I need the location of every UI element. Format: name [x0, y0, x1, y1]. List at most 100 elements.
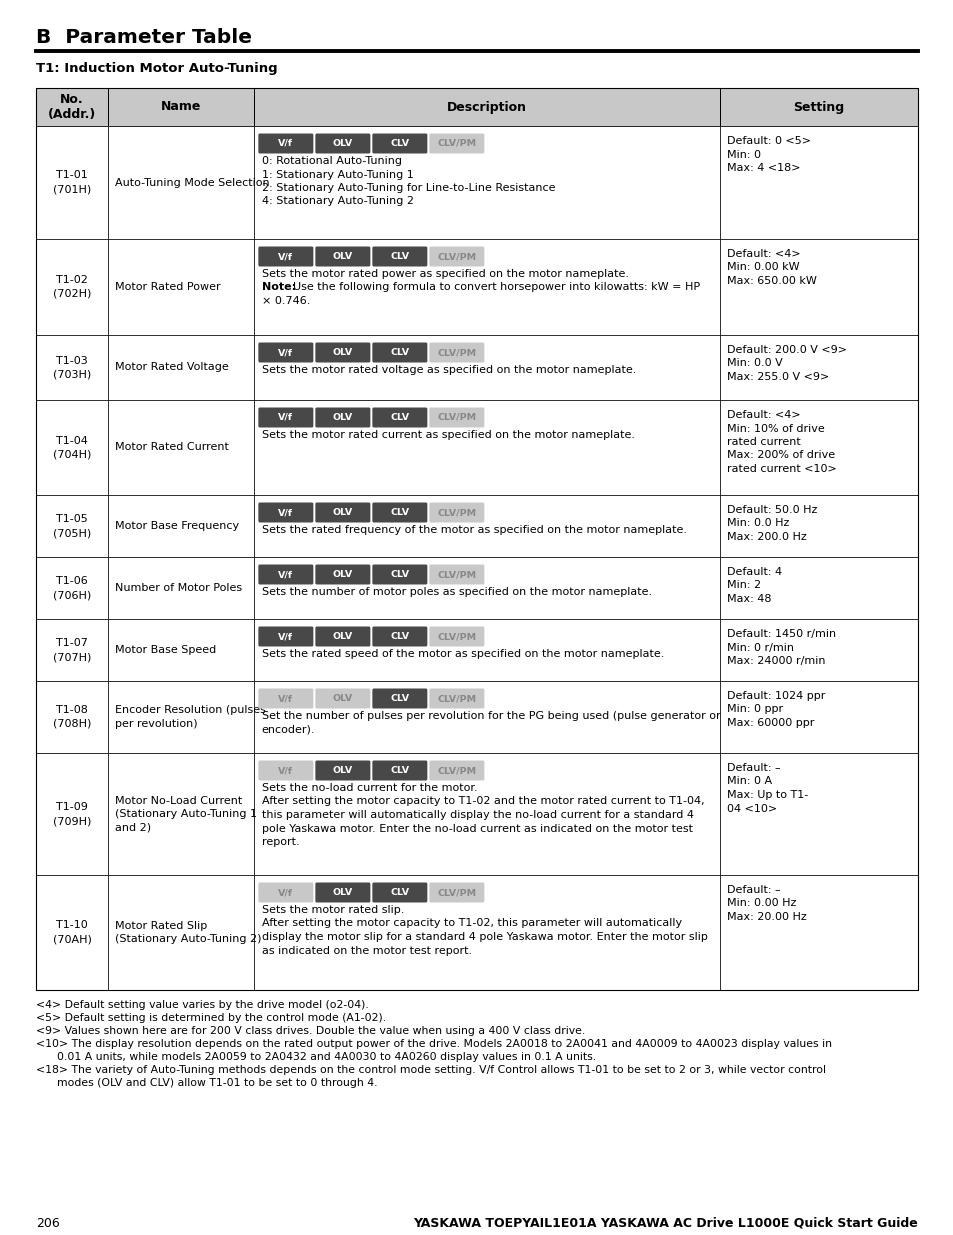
Text: Sets the motor rated voltage as specified on the motor nameplate.: Sets the motor rated voltage as specifie… [261, 366, 636, 375]
FancyBboxPatch shape [315, 503, 370, 522]
Text: After setting the motor capacity to T1-02 and the motor rated current to T1-04,: After setting the motor capacity to T1-0… [261, 797, 703, 806]
Text: this parameter will automatically display the no-load current for a standard 4: this parameter will automatically displa… [261, 810, 693, 820]
FancyBboxPatch shape [429, 342, 484, 363]
Bar [253, 680, 719, 753]
Text: × 0.746.: × 0.746. [261, 296, 310, 306]
Text: V/f: V/f [278, 694, 293, 703]
FancyBboxPatch shape [258, 133, 313, 153]
FancyBboxPatch shape [372, 342, 427, 363]
Bar [109, 876, 253, 990]
Text: Max: 200% of drive: Max: 200% of drive [726, 451, 834, 461]
Text: T1-09: T1-09 [56, 802, 88, 811]
Text: Min: 0.00 Hz: Min: 0.00 Hz [726, 899, 795, 909]
Bar [109, 495, 253, 557]
Bar [253, 88, 719, 126]
Bar [253, 335, 719, 400]
Text: V/f: V/f [278, 252, 293, 261]
Text: OLV: OLV [333, 508, 353, 517]
Text: T1-10: T1-10 [56, 920, 88, 930]
Text: Number of Motor Poles: Number of Motor Poles [115, 583, 242, 593]
Text: T1-06: T1-06 [56, 576, 88, 585]
Text: 206: 206 [36, 1216, 60, 1230]
Bar [36, 495, 109, 557]
Text: Note:: Note: [261, 283, 299, 293]
Text: Min: 0: Min: 0 [726, 149, 760, 159]
Text: CLV/PM: CLV/PM [436, 412, 476, 422]
Bar [253, 240, 719, 335]
Text: Min: 0 r/min: Min: 0 r/min [726, 642, 793, 652]
Text: pole Yaskawa motor. Enter the no-load current as indicated on the motor test: pole Yaskawa motor. Enter the no-load cu… [261, 824, 692, 834]
Text: Default: 200.0 V <9>: Default: 200.0 V <9> [726, 345, 845, 354]
FancyBboxPatch shape [372, 688, 427, 709]
Text: B  Parameter Table: B Parameter Table [36, 28, 252, 47]
FancyBboxPatch shape [315, 342, 370, 363]
Text: OLV: OLV [333, 632, 353, 641]
Text: Max: 4 <18>: Max: 4 <18> [726, 163, 800, 173]
Text: CLV: CLV [390, 140, 409, 148]
Text: Max: 48: Max: 48 [726, 594, 770, 604]
Bar [36, 557, 109, 619]
FancyBboxPatch shape [258, 626, 313, 646]
Text: per revolution): per revolution) [115, 719, 197, 729]
Text: <18> The variety of Auto-Tuning methods depends on the control mode setting. V/f: <18> The variety of Auto-Tuning methods … [36, 1065, 825, 1074]
Text: (Stationary Auto-Tuning 2): (Stationary Auto-Tuning 2) [115, 934, 261, 945]
Text: Motor Base Speed: Motor Base Speed [115, 645, 216, 655]
FancyBboxPatch shape [429, 626, 484, 646]
FancyBboxPatch shape [258, 688, 313, 709]
Text: 04 <10>: 04 <10> [726, 804, 776, 814]
Text: 4: Stationary Auto-Tuning 2: 4: Stationary Auto-Tuning 2 [261, 196, 414, 206]
Bar [36, 88, 109, 126]
FancyBboxPatch shape [429, 133, 484, 153]
Bar [109, 680, 253, 753]
Text: Motor Rated Voltage: Motor Rated Voltage [115, 363, 229, 373]
Bar [719, 753, 917, 876]
Text: CLV: CLV [390, 412, 409, 422]
Text: (702H): (702H) [53, 289, 91, 299]
Text: Sets the rated speed of the motor as specified on the motor nameplate.: Sets the rated speed of the motor as spe… [261, 650, 663, 659]
Bar [109, 557, 253, 619]
Text: Min: 0 ppr: Min: 0 ppr [726, 704, 781, 715]
Text: Sets the motor rated power as specified on the motor nameplate.: Sets the motor rated power as specified … [261, 269, 628, 279]
Text: Motor Base Frequency: Motor Base Frequency [115, 521, 239, 531]
FancyBboxPatch shape [258, 503, 313, 522]
Text: Default: –: Default: – [726, 763, 780, 773]
Bar [36, 680, 109, 753]
Bar [719, 88, 917, 126]
Text: 0: Rotational Auto-Tuning: 0: Rotational Auto-Tuning [261, 156, 401, 165]
Text: 2: Stationary Auto-Tuning for Line-to-Line Resistance: 2: Stationary Auto-Tuning for Line-to-Li… [261, 183, 555, 193]
Text: Description: Description [446, 100, 526, 114]
Bar [719, 619, 917, 680]
Bar [253, 400, 719, 495]
Text: CLV: CLV [390, 888, 409, 897]
Text: Setting: Setting [792, 100, 843, 114]
Bar [109, 240, 253, 335]
Text: Default: –: Default: – [726, 885, 780, 895]
Text: V/f: V/f [278, 766, 293, 776]
Text: rated current: rated current [726, 437, 800, 447]
FancyBboxPatch shape [372, 883, 427, 903]
Text: and 2): and 2) [115, 823, 152, 832]
Text: Default: 4: Default: 4 [726, 567, 781, 577]
FancyBboxPatch shape [315, 626, 370, 646]
FancyBboxPatch shape [315, 564, 370, 584]
Text: OLV: OLV [333, 694, 353, 703]
Text: (708H): (708H) [53, 719, 91, 729]
Text: CLV: CLV [390, 252, 409, 261]
Text: YASKAWA TOEPYAIL1E01A YASKAWA AC Drive L1000E Quick Start Guide: YASKAWA TOEPYAIL1E01A YASKAWA AC Drive L… [413, 1216, 917, 1230]
Bar [36, 619, 109, 680]
Text: 0.01 A units, while models 2A0059 to 2A0432 and 4A0030 to 4A0260 display values : 0.01 A units, while models 2A0059 to 2A0… [36, 1052, 596, 1062]
Text: (707H): (707H) [53, 652, 91, 662]
Bar [719, 876, 917, 990]
FancyBboxPatch shape [315, 247, 370, 267]
Bar [253, 495, 719, 557]
Text: CLV/PM: CLV/PM [436, 888, 476, 897]
Bar [36, 876, 109, 990]
Text: T1-01: T1-01 [56, 170, 88, 180]
Text: OLV: OLV [333, 888, 353, 897]
Text: Min: 0 A: Min: 0 A [726, 777, 771, 787]
Bar [36, 400, 109, 495]
Text: V/f: V/f [278, 571, 293, 579]
Text: After setting the motor capacity to T1-02, this parameter will automatically: After setting the motor capacity to T1-0… [261, 919, 681, 929]
Bar [719, 495, 917, 557]
Text: rated current <10>: rated current <10> [726, 464, 836, 474]
